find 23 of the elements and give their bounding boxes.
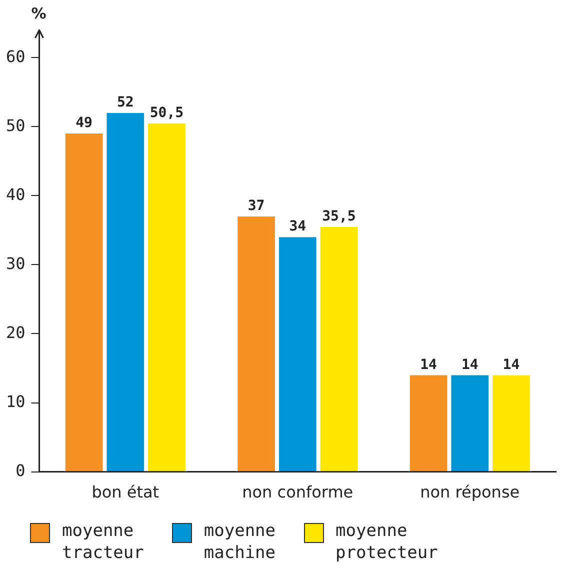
y-tick-label: 20	[6, 322, 26, 342]
y-tick-label: 0	[16, 460, 26, 480]
y-tick-label: 50	[6, 116, 26, 135]
data-label: 14	[502, 356, 520, 373]
data-label: 37	[248, 198, 265, 214]
y-tick-label: 40	[6, 184, 26, 204]
legend-label: moyenne tracteur	[62, 520, 144, 564]
data-label: 34	[289, 218, 306, 235]
data-label: 50,5	[150, 104, 184, 121]
data-label: 49	[76, 115, 92, 132]
x-tick-label: non réponse	[420, 482, 520, 502]
data-label: 14	[420, 356, 437, 373]
x-tick-label: bon état	[92, 482, 160, 502]
data-label: 52	[116, 94, 134, 110]
y-tick-label: 60	[6, 46, 26, 66]
y-axis-title: %	[31, 4, 46, 22]
y-tick-label: 30	[6, 254, 26, 273]
data-label: 14	[461, 356, 478, 373]
legend-label: moyenne machine	[204, 520, 276, 564]
x-tick-label: non conforme	[242, 482, 354, 502]
legend-label: moyenne protecteur	[336, 520, 438, 564]
y-tick-label: 10	[6, 392, 26, 411]
data-label: 35,5	[322, 208, 356, 224]
